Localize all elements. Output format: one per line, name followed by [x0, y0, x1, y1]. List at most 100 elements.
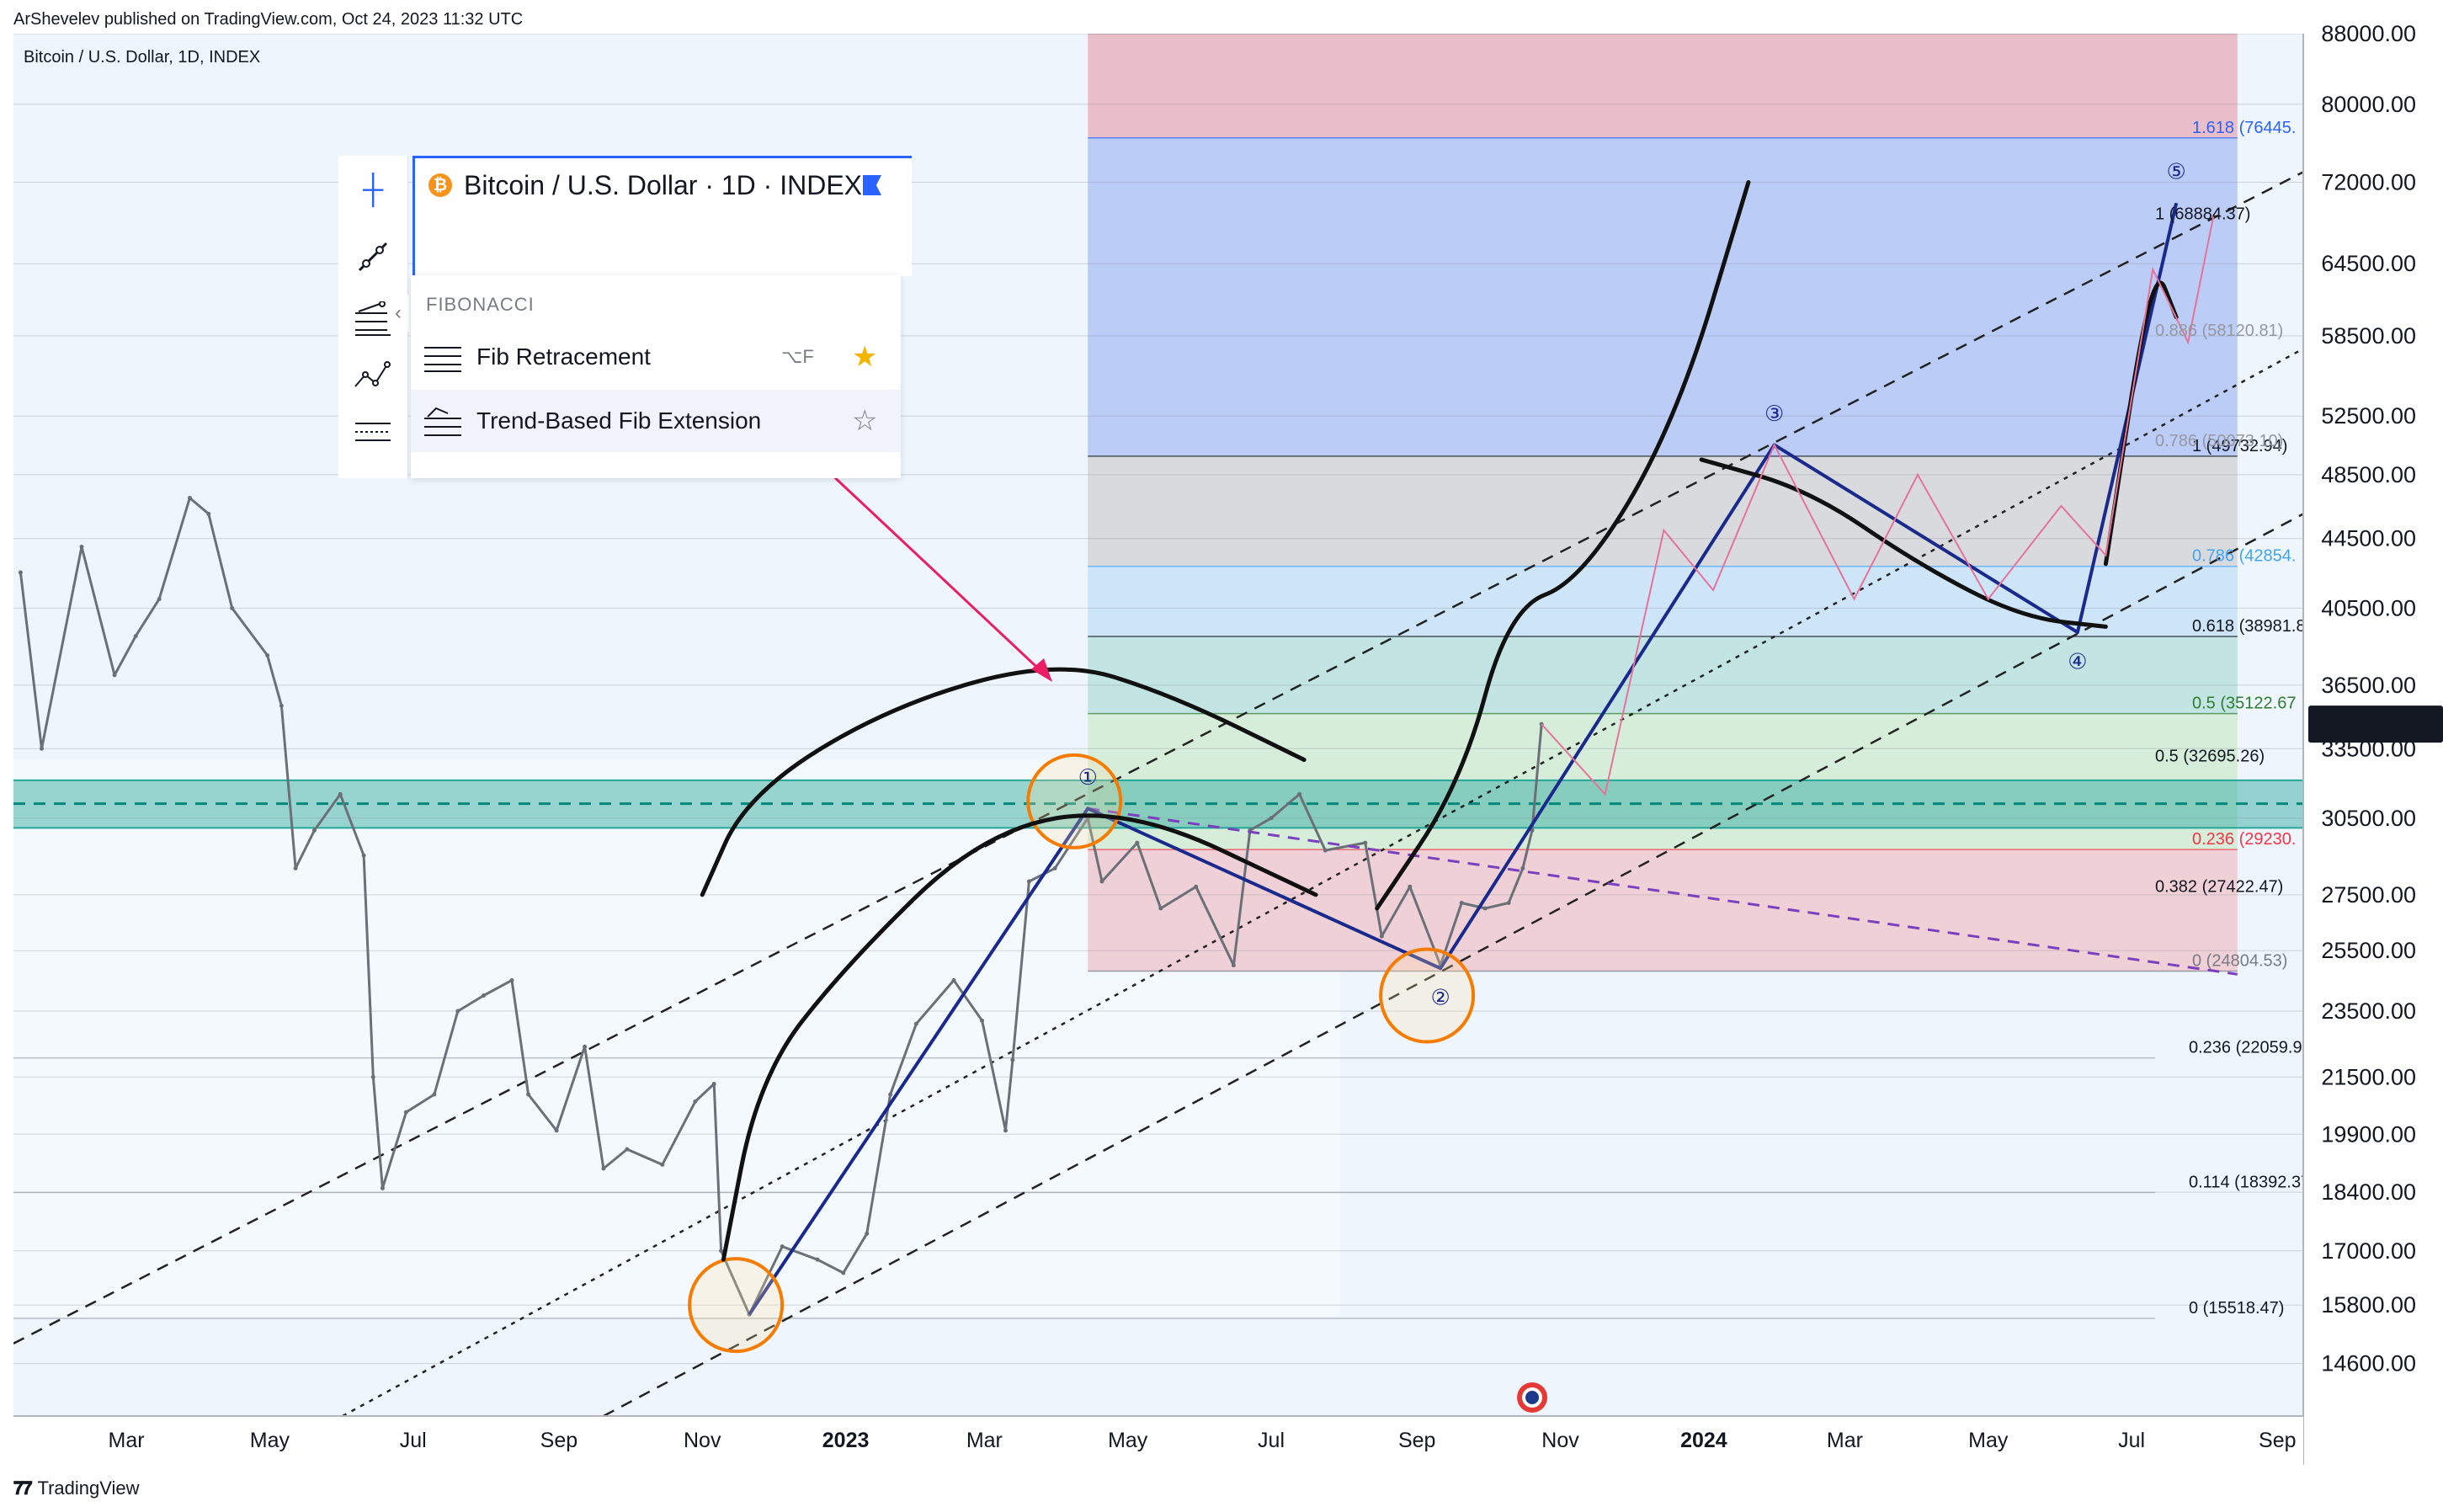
price-point: [1269, 816, 1274, 821]
time-tick-label: Sep: [1398, 1429, 1435, 1452]
fib-extension-zone: [1088, 636, 2238, 714]
time-tick-label: Jul: [400, 1429, 427, 1452]
price-tick-label: 48500.00: [2321, 462, 2416, 487]
fib-extension-label: 1 (49732.94): [2192, 437, 2287, 455]
annotation-arrow-head: [1031, 658, 1052, 682]
price-point: [1297, 791, 1302, 796]
fib-levels-icon: [355, 301, 391, 336]
fib-retracement-label: 0 (15518.47): [2189, 1299, 2284, 1318]
price-point: [380, 1185, 385, 1190]
fib-extension-zone: [1088, 713, 2238, 850]
price-point: [888, 1092, 893, 1097]
price-tick-label: 52500.00: [2321, 403, 2416, 429]
collapse-menu-icon[interactable]: ‹: [387, 295, 409, 332]
time-tick-label: Jul: [2118, 1429, 2145, 1452]
price-point: [509, 977, 514, 982]
price-point: [1099, 879, 1104, 884]
elliott-wave-label: ④: [2068, 650, 2087, 675]
price-line[interactable]: [19, 497, 1543, 1316]
price-point: [711, 1081, 716, 1086]
price-point: [951, 977, 956, 982]
price-tick-label: 19900.00: [2321, 1121, 2416, 1147]
price-point: [865, 1231, 870, 1236]
price-point: [526, 1092, 531, 1097]
price-point: [311, 828, 317, 833]
price-point: [187, 496, 192, 501]
price-point: [693, 1099, 698, 1104]
price-tick-label: 15800.00: [2321, 1292, 2416, 1318]
elliott-wave-label: ①: [1078, 765, 1098, 791]
freehand-breakout-arrow: [1375, 179, 1751, 911]
price-point: [841, 1270, 846, 1275]
brand-name: TradingView: [37, 1477, 140, 1499]
tradingview-logo: 𝟕𝟕 TradingView: [13, 1477, 140, 1499]
publisher-line: ArShevelev published on TradingView.com,…: [13, 10, 524, 29]
purple-dashed-resistance-line: [1088, 807, 2238, 976]
price-point: [1231, 963, 1236, 968]
time-tick-label: 2023: [822, 1429, 870, 1452]
lower-channel-line: [603, 513, 2303, 1416]
fib-extension-label: 0.5 (35122.67: [2192, 695, 2296, 713]
symbol-header: ₿ Bitcoin / U.S. Dollar · 1D · INDEX: [412, 156, 912, 276]
price-point: [112, 673, 117, 678]
chart-legend: Bitcoin / U.S. Dollar, 1D, INDEX: [24, 48, 260, 67]
price-tick-label: 23500.00: [2321, 998, 2416, 1024]
price-point: [1135, 840, 1140, 845]
price-point: [206, 511, 211, 516]
last-price-label: 34628.10: [2329, 712, 2424, 737]
forecast-tool[interactable]: [338, 405, 407, 455]
middle-channel-line: [342, 348, 2303, 1416]
time-tick-label: Mar: [966, 1429, 1003, 1452]
price-point: [815, 1257, 820, 1262]
price-tick-label: 80000.00: [2321, 92, 2416, 117]
time-tick-label: May: [1968, 1429, 2009, 1452]
star-filled-icon[interactable]: ★: [852, 341, 878, 373]
fib-extension-zone: [1088, 34, 2238, 138]
price-point: [780, 1244, 785, 1249]
time-tick-label: Mar: [1827, 1429, 1863, 1452]
fib-tool[interactable]: [338, 295, 407, 345]
price-point: [265, 652, 270, 658]
star-outline-icon[interactable]: ☆: [852, 405, 878, 437]
trend-fib-extension-icon: [424, 407, 461, 436]
price-point: [18, 570, 23, 575]
price-point: [279, 703, 284, 708]
flag-icon[interactable]: [863, 175, 881, 195]
fib-extension-zone: [1088, 849, 2238, 972]
last-price-badge: [2308, 705, 2443, 743]
price-point: [230, 605, 235, 610]
pivot-highlight-circle: [1026, 753, 1123, 849]
price-point: [338, 791, 343, 796]
elliott-wave-path: [748, 202, 2179, 1316]
price-point: [1323, 848, 1328, 853]
fib-overlay-label: 0.786 (50073.10): [2155, 432, 2283, 450]
price-point: [361, 853, 366, 858]
fib-extension-zone: [1088, 137, 2238, 456]
price-point: [601, 1166, 606, 1171]
menu-item-fib-retracement[interactable]: Fib Retracement ⌥F ★: [411, 326, 901, 388]
price-point: [660, 1162, 665, 1167]
fib-overlay-label: 0.382 (27422.47): [2155, 877, 2283, 896]
price-point: [1194, 884, 1199, 889]
price-tick-label: 27500.00: [2321, 882, 2416, 908]
price-tick-label: 64500.00: [2321, 251, 2416, 276]
price-point: [1482, 906, 1488, 911]
time-axis-background: [0, 1416, 2303, 1465]
fib-extension-label: 0.618 (38981.88): [2192, 617, 2320, 636]
fibonacci-menu: FIBONACCI Fib Retracement ⌥F ★ Trend-Bas…: [411, 275, 901, 478]
time-tick-label: May: [250, 1429, 290, 1452]
symbol-title: Bitcoin / U.S. Dollar · 1D · INDEX: [464, 170, 862, 200]
price-point: [403, 1110, 408, 1115]
price-tick-label: 21500.00: [2321, 1064, 2416, 1089]
price-point: [1459, 900, 1464, 905]
pattern-tool[interactable]: [338, 348, 407, 398]
time-tick-label: Nov: [1541, 1429, 1579, 1452]
freehand-range-curve: [1699, 457, 2108, 629]
fib-extension-label: 0.236 (29230.: [2192, 830, 2296, 849]
trend-line-tool[interactable]: [338, 232, 407, 282]
crosshair-tool[interactable]: ┼: [338, 164, 407, 215]
elliott-wave-label: ⑤: [2167, 160, 2186, 185]
price-point: [1520, 865, 1525, 870]
menu-item-trend-fib-extension[interactable]: Trend-Based Fib Extension ☆: [411, 390, 901, 452]
